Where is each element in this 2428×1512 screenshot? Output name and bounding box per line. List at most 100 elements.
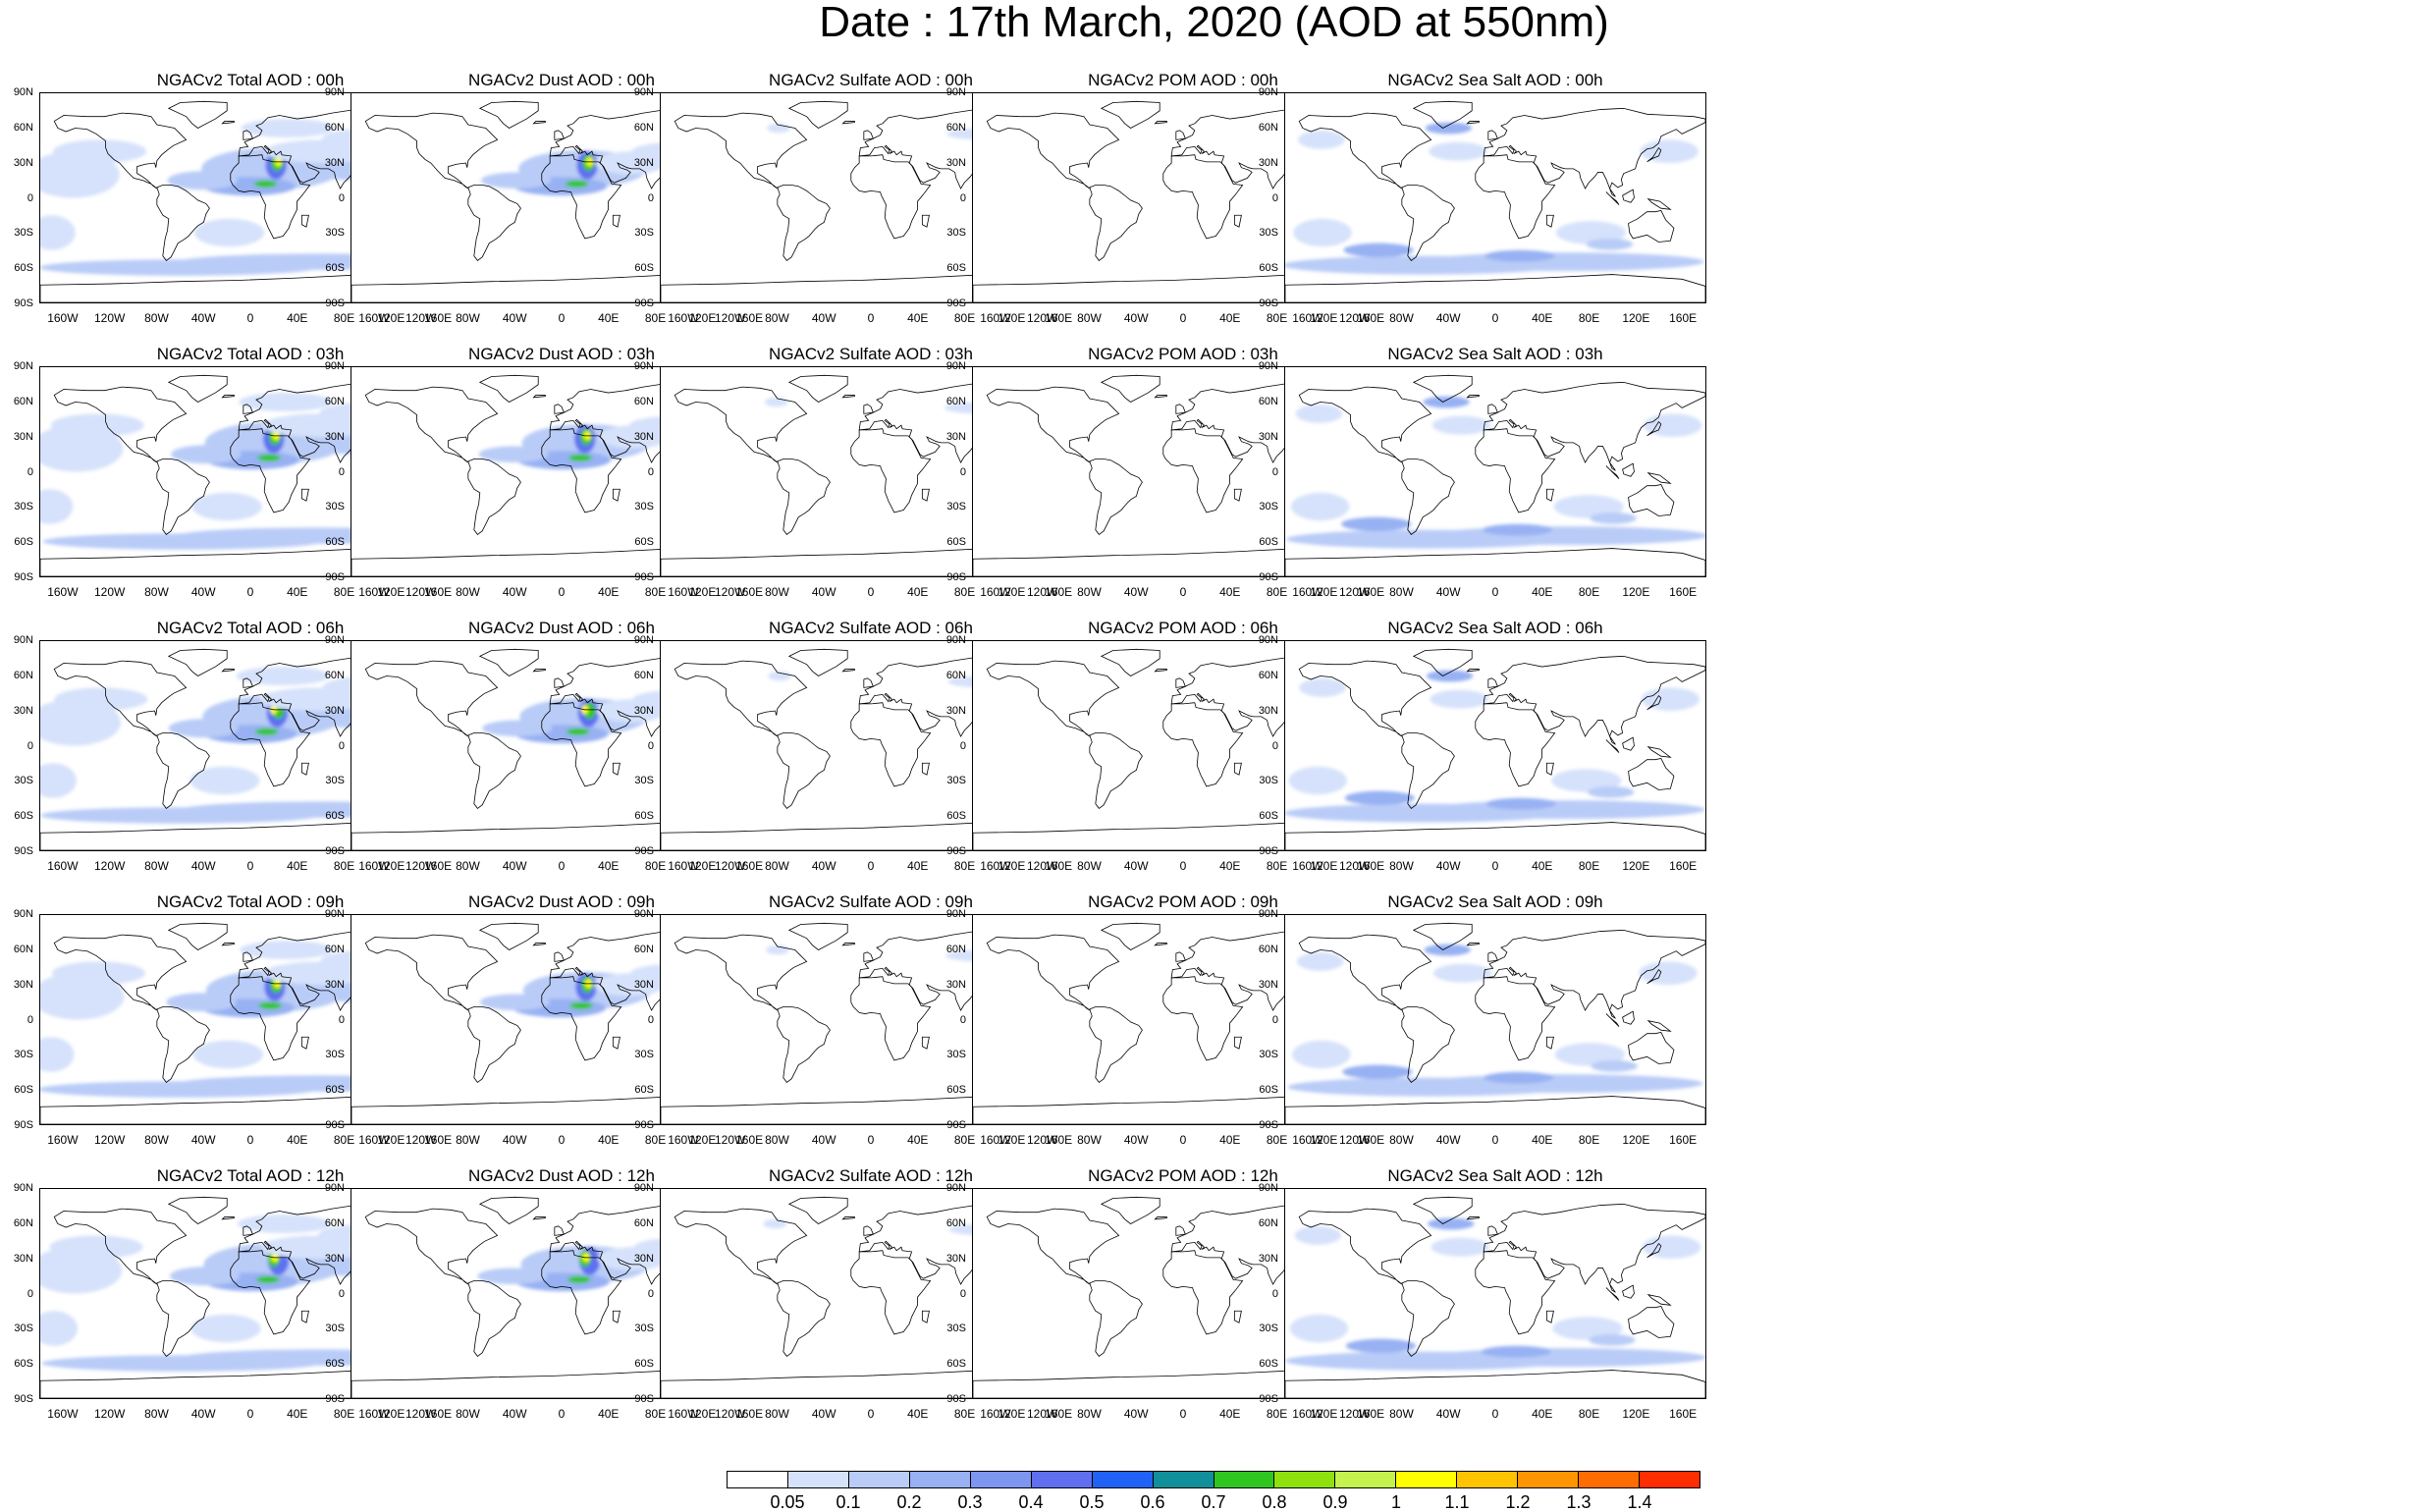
aod-blob (764, 397, 788, 407)
longitude-label: 120E (998, 1407, 1026, 1421)
longitude-label: 40E (598, 1133, 620, 1147)
longitude-label: 40E (907, 859, 929, 873)
longitude-label: 80E (1578, 311, 1600, 325)
latitude-label: 30S (1259, 501, 1278, 513)
longitude-label: 80E (333, 311, 355, 325)
aod-blob (763, 1218, 787, 1229)
latitude-label: 30S (1259, 775, 1278, 787)
latitude-label: 90S (634, 297, 654, 309)
longitude-label: 160W (358, 1407, 390, 1421)
coastline (1401, 732, 1455, 809)
latitude-label: 60N (945, 943, 966, 955)
aod-blob (40, 425, 124, 472)
coastline (364, 112, 499, 189)
latitude-label: 60S (14, 1084, 33, 1097)
coastline (1412, 648, 1473, 676)
coastline (674, 386, 808, 463)
latitude-label: 90S (1259, 571, 1278, 583)
latitude-label: 90N (945, 908, 966, 920)
longitude-label: 0 (1491, 1407, 1499, 1421)
coastline (1545, 762, 1554, 776)
longitude-label: 120W (405, 1133, 437, 1147)
latitude-label: 90S (946, 1393, 966, 1405)
longitude-label: 160W (1292, 585, 1323, 599)
coastline (1233, 214, 1242, 228)
coastline (1605, 1287, 1620, 1301)
longitude-label: 40W (811, 859, 836, 873)
latitude-label: 90N (1258, 634, 1278, 646)
longitude-label: 160E (424, 1407, 453, 1421)
map-panel: NGACv2 Total AOD : 00h 90N 60N 30N 0 30S 60S 90… (0, 71, 491, 336)
coastline (230, 702, 311, 787)
longitude-label: 0 (867, 585, 875, 599)
longitude-label: 120E (377, 1407, 405, 1421)
coastline (921, 762, 930, 776)
coastline (1646, 472, 1672, 484)
coastline (221, 669, 235, 673)
panel-title: NGACv2 POM AOD : 09h (1088, 892, 1278, 911)
longitude-label: 40W (1123, 311, 1149, 325)
longitude-label: 40W (502, 1133, 527, 1147)
coastline (1545, 488, 1554, 502)
latitude-label: 60S (946, 536, 966, 549)
longitude-label: 120E (377, 585, 405, 599)
coastline (1401, 1006, 1455, 1083)
longitude-label: 120E (688, 859, 717, 873)
coastline (230, 428, 311, 513)
latitude-label: 0 (647, 1287, 654, 1300)
coastline (777, 732, 831, 809)
colorbar-label: 1.3 (1566, 1492, 1592, 1512)
longitude-label: 120W (714, 1133, 746, 1147)
coastline (1475, 154, 1556, 240)
longitude-label: 80E (644, 1407, 667, 1421)
coastline (53, 386, 188, 463)
longitude-label: 160W (668, 859, 699, 873)
longitude-label: 160E (1669, 311, 1698, 325)
longitude-label: 120E (998, 1133, 1026, 1147)
coastline (1285, 274, 1705, 302)
latitude-label: 60S (14, 1358, 33, 1371)
longitude-label: 80W (765, 311, 789, 325)
aod-blob (1552, 1317, 1623, 1340)
latitude-label: 90S (14, 571, 33, 583)
longitude-label: 80E (1266, 311, 1288, 325)
longitude-label: 40W (190, 1407, 216, 1421)
aod-blob (1295, 404, 1343, 423)
longitude-label: 120E (377, 1133, 405, 1147)
coastline (1233, 1036, 1242, 1050)
coastline (230, 154, 311, 240)
longitude-label: 160W (1292, 1407, 1323, 1421)
panel-title: NGACv2 Sea Salt AOD : 09h (1387, 892, 1603, 911)
panel-title: NGACv2 POM AOD : 12h (1088, 1166, 1278, 1185)
aod-blob (192, 1040, 264, 1069)
longitude-label: 40E (1532, 1133, 1553, 1147)
coastline (1628, 1306, 1675, 1338)
latitude-label: 60N (945, 121, 966, 134)
longitude-label: 80W (144, 585, 169, 599)
longitude-label: 40W (1123, 585, 1149, 599)
coastline (167, 648, 228, 676)
longitude-label: 80E (1266, 585, 1288, 599)
coastline (1089, 1280, 1143, 1357)
coastline (1466, 121, 1480, 125)
longitude-label: 160W (47, 1407, 79, 1421)
aod-blob (1430, 1237, 1490, 1257)
latitude-label: 90S (325, 845, 345, 857)
longitude-label: 40E (287, 1407, 308, 1421)
coastline (1100, 648, 1160, 676)
longitude-label: 40E (1532, 311, 1553, 325)
coastline (1089, 732, 1143, 809)
latitude-label: 90N (324, 908, 345, 920)
coastline (1285, 548, 1705, 576)
colorbar-label: 0.8 (1262, 1492, 1287, 1512)
aod-blob (1640, 139, 1699, 163)
aod-blob (1423, 1074, 1703, 1094)
coastline (1487, 677, 1498, 688)
longitude-label: 120W (405, 1407, 437, 1421)
longitude-label: 120W (405, 585, 437, 599)
aod-blob (1643, 413, 1702, 437)
coastline (1175, 677, 1186, 688)
longitude-label: 80E (953, 1407, 976, 1421)
longitude-label: 40E (287, 859, 308, 873)
latitude-label: 60N (324, 1216, 345, 1229)
